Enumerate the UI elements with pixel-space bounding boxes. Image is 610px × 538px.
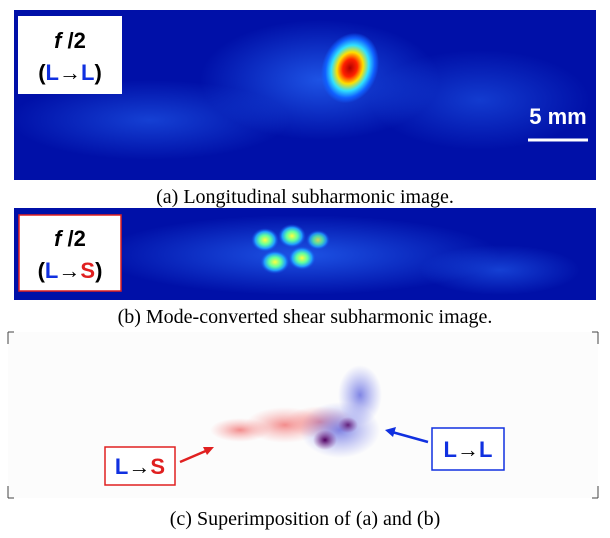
overlap xyxy=(338,417,358,433)
figure: f /2 (L→L) 5 mm (a) Longitudinal subharm… xyxy=(0,0,610,538)
text: L xyxy=(479,437,492,462)
transition-label: (L→L) xyxy=(38,60,102,85)
text: L xyxy=(45,258,58,283)
text: L xyxy=(46,60,59,85)
spot xyxy=(288,246,316,270)
glow xyxy=(370,50,590,150)
glow xyxy=(420,245,580,295)
text: → xyxy=(128,454,150,479)
text: /2 xyxy=(61,28,85,53)
text: L xyxy=(115,454,128,479)
transition-label: (L→S) xyxy=(38,258,103,283)
text: ) xyxy=(95,258,102,283)
spot xyxy=(306,230,330,250)
spot xyxy=(278,224,306,248)
long-blob xyxy=(300,402,380,458)
text: S xyxy=(80,258,95,283)
caption: (b) Mode-converted shear subharmonic ima… xyxy=(118,306,493,328)
caption: (a) Longitudinal subharmonic image. xyxy=(156,186,454,208)
text: → xyxy=(59,60,81,85)
long-label: L→L xyxy=(444,437,493,462)
caption: (c) Superimposition of (a) and (b) xyxy=(170,508,440,530)
page: f /2 (L→L) 5 mm (a) Longitudinal subharm… xyxy=(0,0,610,538)
text: S xyxy=(150,454,165,479)
scale-bar-label: 5 mm xyxy=(529,104,586,129)
mode-label: f /2 xyxy=(54,28,86,53)
mode-label: f /2 xyxy=(54,226,86,251)
text: → xyxy=(457,437,479,462)
shear-label: L→S xyxy=(115,454,165,479)
text: L xyxy=(444,437,457,462)
text: → xyxy=(58,258,80,283)
overlap xyxy=(313,430,337,450)
text: /2 xyxy=(61,226,85,251)
spot xyxy=(260,250,290,274)
text: ) xyxy=(94,60,101,85)
spot xyxy=(251,228,279,252)
text: L xyxy=(81,60,94,85)
